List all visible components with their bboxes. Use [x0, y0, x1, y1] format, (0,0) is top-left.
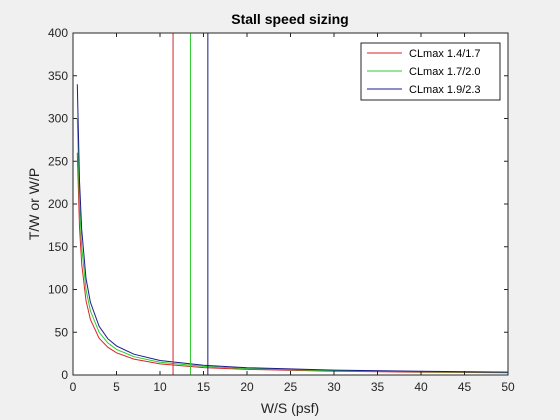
y-axis-ticks: 0 50 100 150 200 250 300 350 400 [48, 26, 508, 382]
series-curve-1 [76, 152, 509, 374]
x-tick-label: 20 [240, 380, 254, 394]
y-tick-label: 300 [48, 112, 68, 126]
y-tick-label: 400 [48, 26, 68, 40]
y-tick-label: 150 [48, 240, 68, 254]
x-tick-label: 15 [197, 380, 211, 394]
x-tick-label: 30 [327, 380, 341, 394]
series-curve-2 [76, 118, 509, 373]
x-tick-label: 45 [458, 380, 472, 394]
legend-label-2: CLmax 1.7/2.0 [409, 66, 481, 78]
y-tick-label: 250 [48, 154, 68, 168]
y-tick-label: 200 [48, 197, 68, 211]
x-tick-label: 0 [70, 380, 77, 394]
legend-label-1: CLmax 1.4/1.7 [409, 48, 481, 60]
series-curves [76, 84, 509, 374]
y-tick-label: 0 [61, 368, 68, 382]
stall-lines [172, 33, 209, 375]
legend: CLmax 1.4/1.7 CLmax 1.7/2.0 CLmax 1.9/2.3 [360, 42, 501, 101]
y-tick-label: 100 [48, 283, 68, 297]
x-axis-label: W/S (psf) [261, 400, 319, 416]
series-curve-3 [76, 84, 509, 373]
x-tick-label: 50 [501, 380, 515, 394]
x-tick-label: 25 [284, 380, 298, 394]
chart-title: Stall speed sizing [231, 11, 348, 27]
y-tick-label: 350 [48, 69, 68, 83]
x-tick-label: 35 [371, 380, 385, 394]
x-tick-label: 10 [153, 380, 167, 394]
y-axis-label: T/W or W/P [26, 168, 42, 240]
x-tick-label: 40 [414, 380, 428, 394]
x-axis-ticks: 0 5 10 15 20 25 30 35 40 45 50 [70, 33, 515, 394]
legend-label-3: CLmax 1.9/2.3 [409, 84, 481, 96]
x-tick-label: 5 [113, 380, 120, 394]
y-tick-label: 50 [55, 325, 69, 339]
